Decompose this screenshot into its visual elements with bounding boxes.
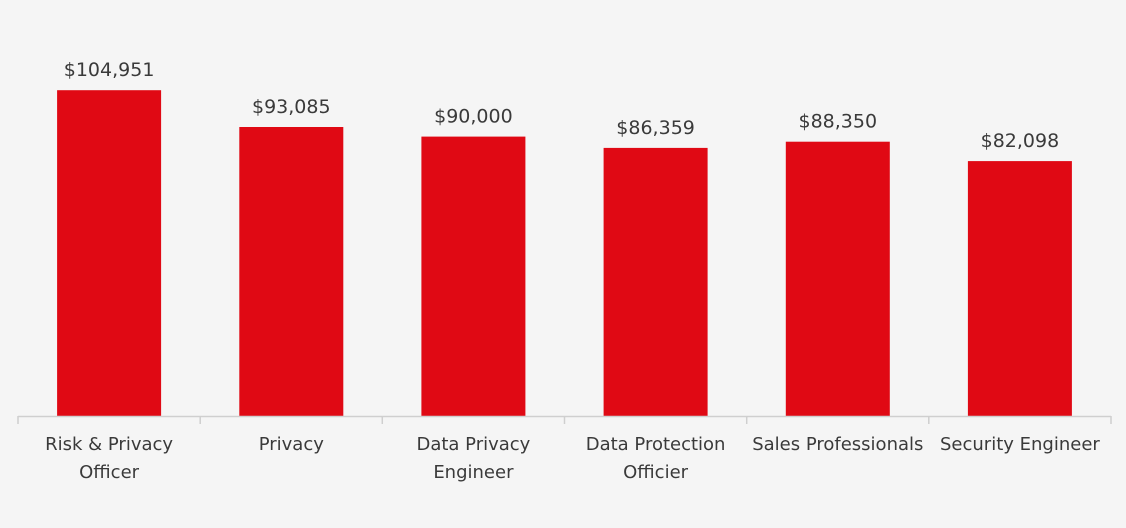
- value-label-4: $88,350: [799, 111, 878, 133]
- category-label-line: Sales Professionals: [752, 434, 923, 455]
- x-axis: [17, 415, 1112, 424]
- bar-2: [421, 136, 526, 416]
- category-label-line: Data Privacy: [416, 434, 530, 455]
- category-label-line: Risk & Privacy: [45, 434, 173, 455]
- category-label-3: Data Protection Officier: [586, 434, 726, 483]
- bar-1: [239, 127, 344, 416]
- value-labels: $104,951 $93,085 $90,000 $86,359 $88,350 $82,…: [64, 59, 1059, 152]
- value-label-5: $82,098: [981, 130, 1060, 152]
- category-label-line: Data Protection: [586, 434, 726, 455]
- value-label-1: $93,085: [252, 96, 331, 118]
- category-labels: Risk & Privacy Officer Privacy Data Privacy…: [45, 434, 1100, 483]
- value-label-0: $104,951: [64, 59, 155, 81]
- bar-3: [603, 147, 708, 416]
- category-label-line: Officer: [79, 462, 140, 483]
- category-label-0: Risk & Privacy Officer: [45, 434, 173, 483]
- category-label-5: Security Engineer: [940, 434, 1100, 455]
- category-label-line: Security Engineer: [940, 434, 1100, 455]
- category-label-2: Data Privacy Engineer: [416, 434, 530, 483]
- category-label-4: Sales Professionals: [752, 434, 923, 455]
- bars: [57, 90, 1072, 416]
- category-label-line: Engineer: [433, 462, 514, 483]
- category-label-line: Officier: [623, 462, 689, 483]
- category-label-line: Privacy: [259, 434, 325, 455]
- bar-5: [967, 161, 1072, 416]
- bar-4: [785, 141, 890, 416]
- value-label-3: $86,359: [616, 117, 695, 139]
- bar-0: [57, 90, 162, 416]
- value-label-2: $90,000: [434, 106, 513, 128]
- category-label-1: Privacy: [259, 434, 325, 455]
